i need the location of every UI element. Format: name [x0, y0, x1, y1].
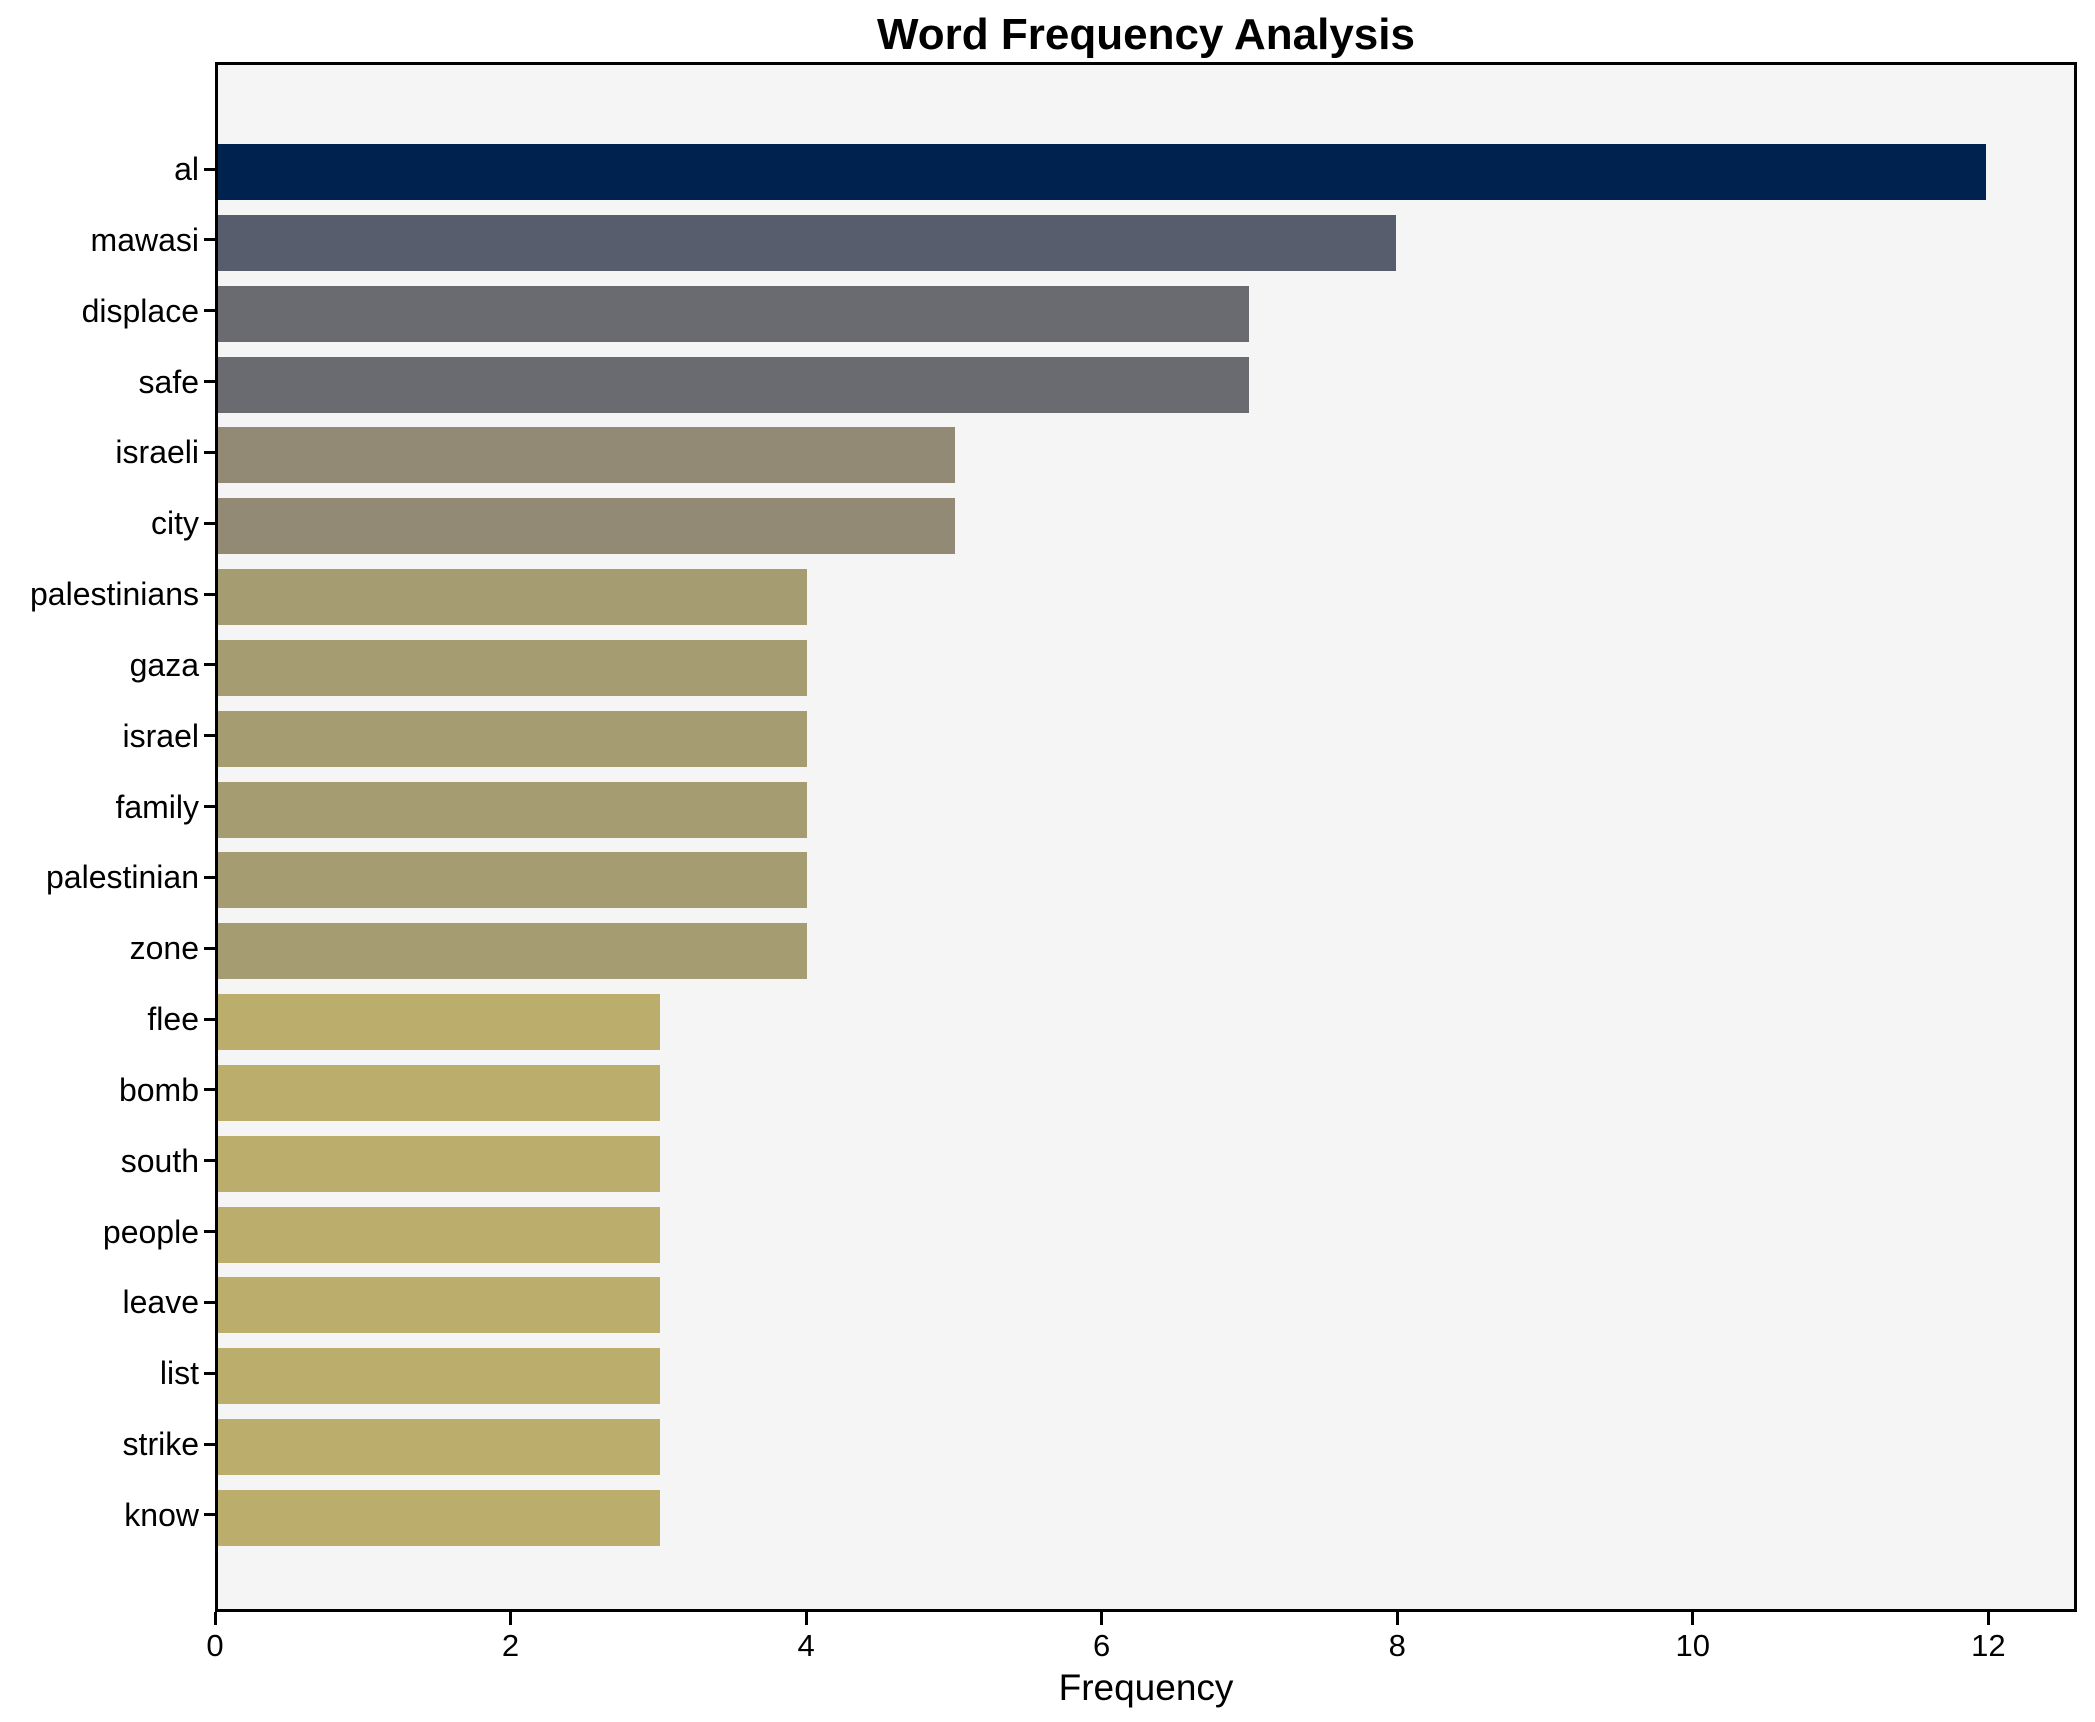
y-tick-label: israeli: [115, 434, 199, 471]
y-tick-label: palestinians: [30, 576, 199, 613]
x-tick-label: 2: [501, 1628, 520, 1663]
y-tick-label: family: [115, 788, 199, 825]
y-tick-mark: [204, 663, 215, 667]
x-tick-mark: [509, 1612, 513, 1625]
plot-area: [215, 62, 2077, 1612]
y-tick-mark: [204, 309, 215, 313]
y-tick-mark: [204, 521, 215, 525]
y-tick-mark: [204, 734, 215, 738]
bar-mawasi: [218, 214, 1397, 271]
y-tick-label: list: [159, 1355, 199, 1392]
bar-strike: [218, 1419, 660, 1476]
bar-israeli: [218, 427, 955, 484]
y-tick-label: safe: [138, 363, 199, 400]
x-tick-mark: [1986, 1612, 1990, 1625]
bar-bomb: [218, 1064, 660, 1121]
x-tick-label: 8: [1388, 1628, 1406, 1663]
bar-family: [218, 781, 808, 838]
y-tick-mark: [204, 946, 215, 950]
bar-leave: [218, 1277, 660, 1334]
y-tick-mark: [204, 1371, 215, 1375]
y-tick-label: city: [151, 505, 199, 542]
bar-israel: [218, 710, 808, 767]
y-tick-mark: [204, 167, 215, 171]
y-tick-mark: [204, 805, 215, 809]
x-tick-label: 12: [1971, 1628, 2006, 1663]
x-tick-mark: [1691, 1612, 1695, 1625]
y-tick-mark: [204, 450, 215, 454]
y-tick-mark: [204, 1159, 215, 1163]
y-tick-mark: [204, 592, 215, 596]
y-tick-label: bomb: [118, 1071, 199, 1108]
bar-people: [218, 1206, 660, 1263]
y-tick-mark: [204, 1442, 215, 1446]
x-tick-label: 6: [1093, 1628, 1111, 1663]
y-tick-mark: [204, 238, 215, 242]
bar-south: [218, 1135, 660, 1192]
bar-flee: [218, 994, 660, 1051]
y-tick-mark: [204, 875, 215, 879]
y-tick-mark: [204, 1513, 215, 1517]
y-tick-mark: [204, 380, 215, 384]
x-tick-mark: [213, 1612, 217, 1625]
y-tick-mark: [204, 1300, 215, 1304]
y-tick-label: know: [124, 1496, 199, 1533]
x-axis-title: Frequency: [1058, 1667, 1234, 1708]
bar-city: [218, 498, 955, 555]
x-tick-label: 0: [206, 1628, 224, 1663]
y-tick-label: palestinian: [46, 859, 199, 896]
y-tick-label: mawasi: [90, 221, 199, 258]
y-tick-mark: [204, 1017, 215, 1021]
y-tick-label: leave: [122, 1284, 200, 1321]
bar-list: [218, 1348, 660, 1405]
bar-zone: [218, 923, 808, 980]
x-tick-mark: [1395, 1612, 1399, 1625]
x-tick-label: 4: [797, 1628, 815, 1663]
y-tick-label: displace: [81, 292, 199, 329]
y-tick-label: zone: [129, 930, 199, 967]
bar-displace: [218, 285, 1250, 342]
bar-gaza: [218, 639, 808, 696]
bar-know: [218, 1489, 660, 1546]
y-tick-mark: [204, 1230, 215, 1234]
chart-title: Word Frequency Analysis: [877, 10, 1415, 59]
y-tick-label: israel: [122, 717, 199, 754]
x-tick-mark: [804, 1612, 808, 1625]
x-tick-label: 10: [1675, 1628, 1711, 1663]
y-tick-label: strike: [122, 1426, 199, 1463]
bar-palestinians: [218, 569, 808, 626]
bar-al: [218, 144, 1986, 200]
x-tick-mark: [1100, 1612, 1104, 1625]
y-tick-mark: [204, 1088, 215, 1092]
bar-safe: [218, 356, 1250, 413]
y-tick-label: al: [174, 151, 199, 187]
y-tick-label: people: [102, 1213, 199, 1250]
y-tick-label: south: [120, 1142, 199, 1179]
y-tick-label: flee: [147, 1001, 199, 1038]
y-tick-label: gaza: [129, 646, 199, 683]
bar-palestinian: [218, 852, 808, 909]
